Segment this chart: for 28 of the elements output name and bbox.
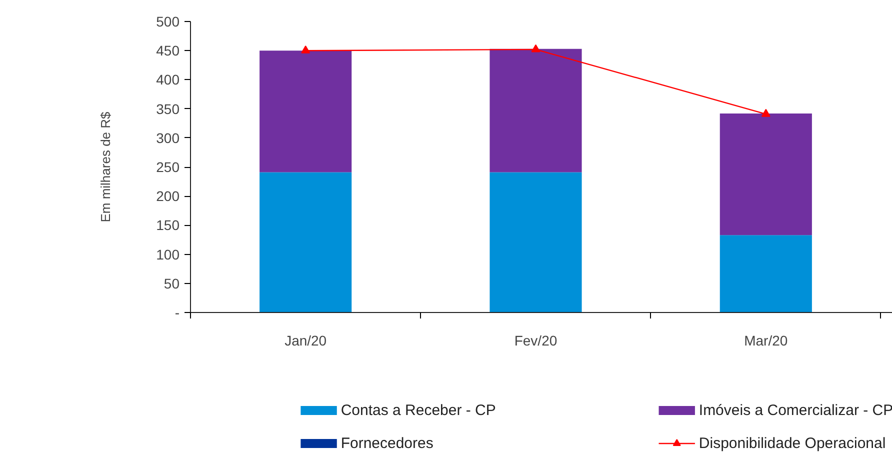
bar [260, 50, 352, 172]
y-tick-label: 350 [156, 100, 180, 117]
bar [490, 48, 582, 172]
legend-label: Contas a Receber - CP [340, 402, 496, 419]
y-tick-label: 400 [156, 72, 180, 88]
y-axis-title: Em milhares de R$ [98, 110, 114, 222]
y-tick-label: 300 [156, 130, 180, 146]
y-tick-label: 150 [156, 217, 180, 234]
y-tick-label: 200 [156, 188, 180, 204]
y-tick-label: - [174, 304, 180, 320]
bar [720, 113, 812, 236]
legend-label: Disponibilidade Operacional [698, 435, 886, 452]
bar [490, 172, 582, 312]
y-tick-label: 50 [164, 275, 180, 292]
y-tick-label: 500 [156, 14, 180, 30]
y-tick-label: 250 [156, 159, 180, 175]
point [531, 44, 540, 52]
y-tick-label: 450 [156, 42, 180, 59]
y-tick-label: 100 [156, 246, 180, 262]
legend-label: Imóveis a Comercializar - CP [698, 402, 892, 419]
x-tick-label: Jan/20 [284, 332, 327, 348]
bar [260, 172, 352, 312]
bar [720, 235, 812, 312]
point [301, 45, 310, 54]
x-tick-label: Mar/20 [744, 332, 788, 348]
point [761, 108, 770, 117]
x-tick-label: Fev/20 [514, 332, 558, 348]
legend-label: Fornecedores [340, 435, 434, 452]
